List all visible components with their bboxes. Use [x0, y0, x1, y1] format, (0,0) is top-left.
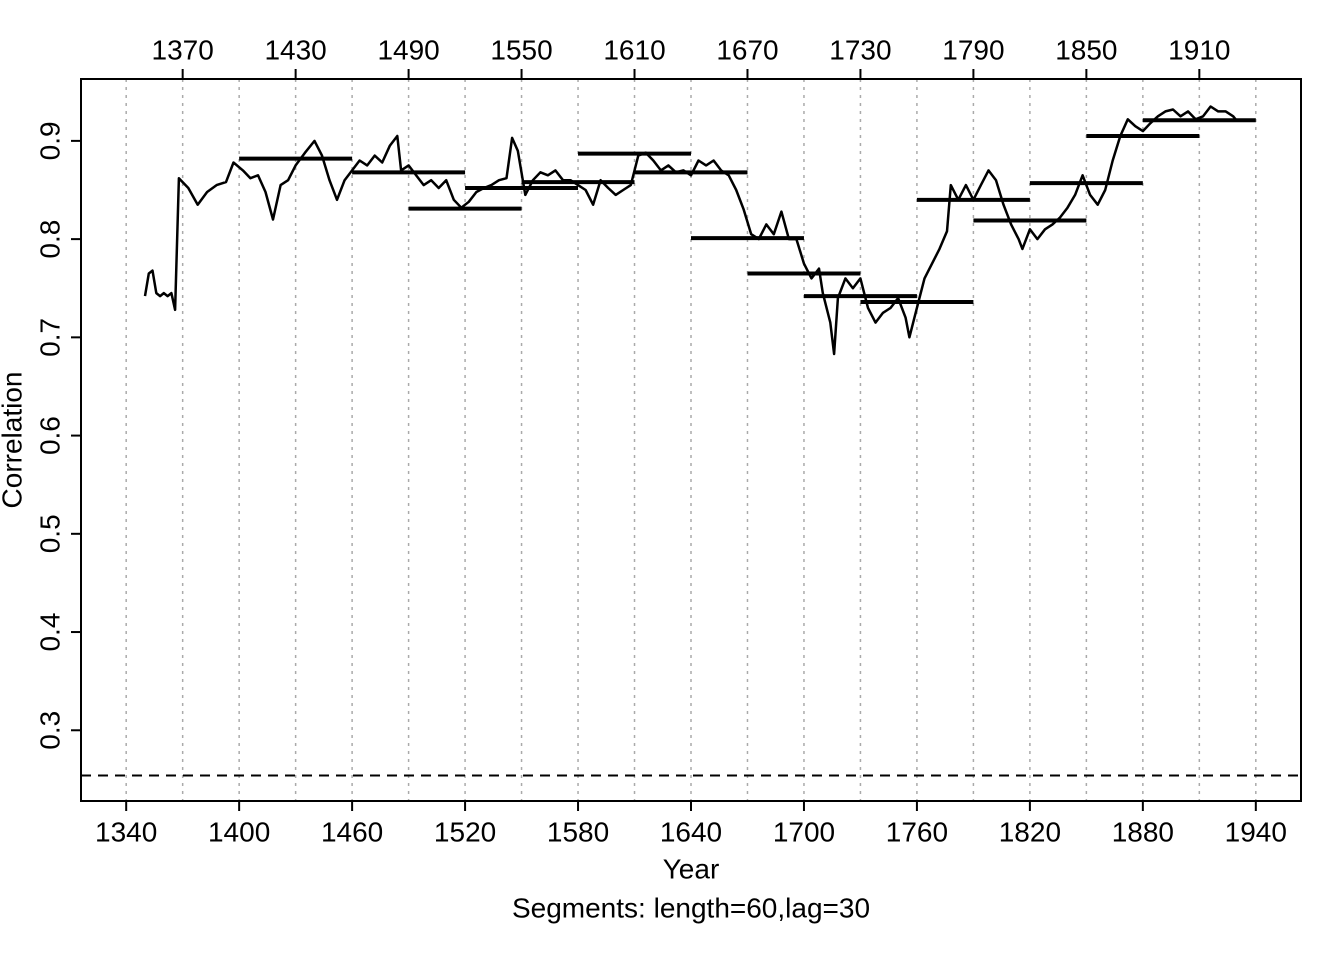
y-tick-label: 0.9	[34, 121, 65, 160]
x2-tick-label: 1430	[264, 34, 326, 65]
x-axis-label: Year	[663, 853, 720, 884]
x2-tick-label: 1790	[942, 34, 1004, 65]
y-tick-label: 0.8	[34, 220, 65, 259]
x-tick-label: 1820	[999, 816, 1061, 847]
x-tick-label: 1520	[434, 816, 496, 847]
x2-tick-label: 1850	[1055, 34, 1117, 65]
x-tick-label: 1640	[660, 816, 722, 847]
x-tick-label: 1940	[1225, 816, 1287, 847]
x-tick-label: 1760	[886, 816, 948, 847]
x2-tick-label: 1670	[716, 34, 778, 65]
x-tick-label: 1580	[547, 816, 609, 847]
x2-tick-label: 1550	[490, 34, 552, 65]
y-tick-label: 0.5	[34, 514, 65, 553]
x-tick-label: 1400	[208, 816, 270, 847]
running-correlation	[143, 105, 1238, 356]
x2-tick-label: 1910	[1168, 34, 1230, 65]
x2-tick-label: 1490	[377, 34, 439, 65]
x-tick-label: 1340	[95, 816, 157, 847]
x-tick-label: 1460	[321, 816, 383, 847]
y-axis-label: Correlation	[0, 372, 27, 509]
x-tick-label: 1880	[1112, 816, 1174, 847]
x2-tick-label: 1610	[603, 34, 665, 65]
y-tick-label: 0.6	[34, 416, 65, 455]
plot-frame	[80, 78, 1302, 802]
y-tick-label: 0.7	[34, 318, 65, 357]
y-tick-label: 0.3	[34, 711, 65, 750]
x-tick-label: 1700	[773, 816, 835, 847]
x2-tick-label: 1370	[152, 34, 214, 65]
x2-tick-label: 1730	[829, 34, 891, 65]
subtitle: Segments: length=60,lag=30	[512, 892, 870, 923]
y-tick-label: 0.4	[34, 613, 65, 652]
